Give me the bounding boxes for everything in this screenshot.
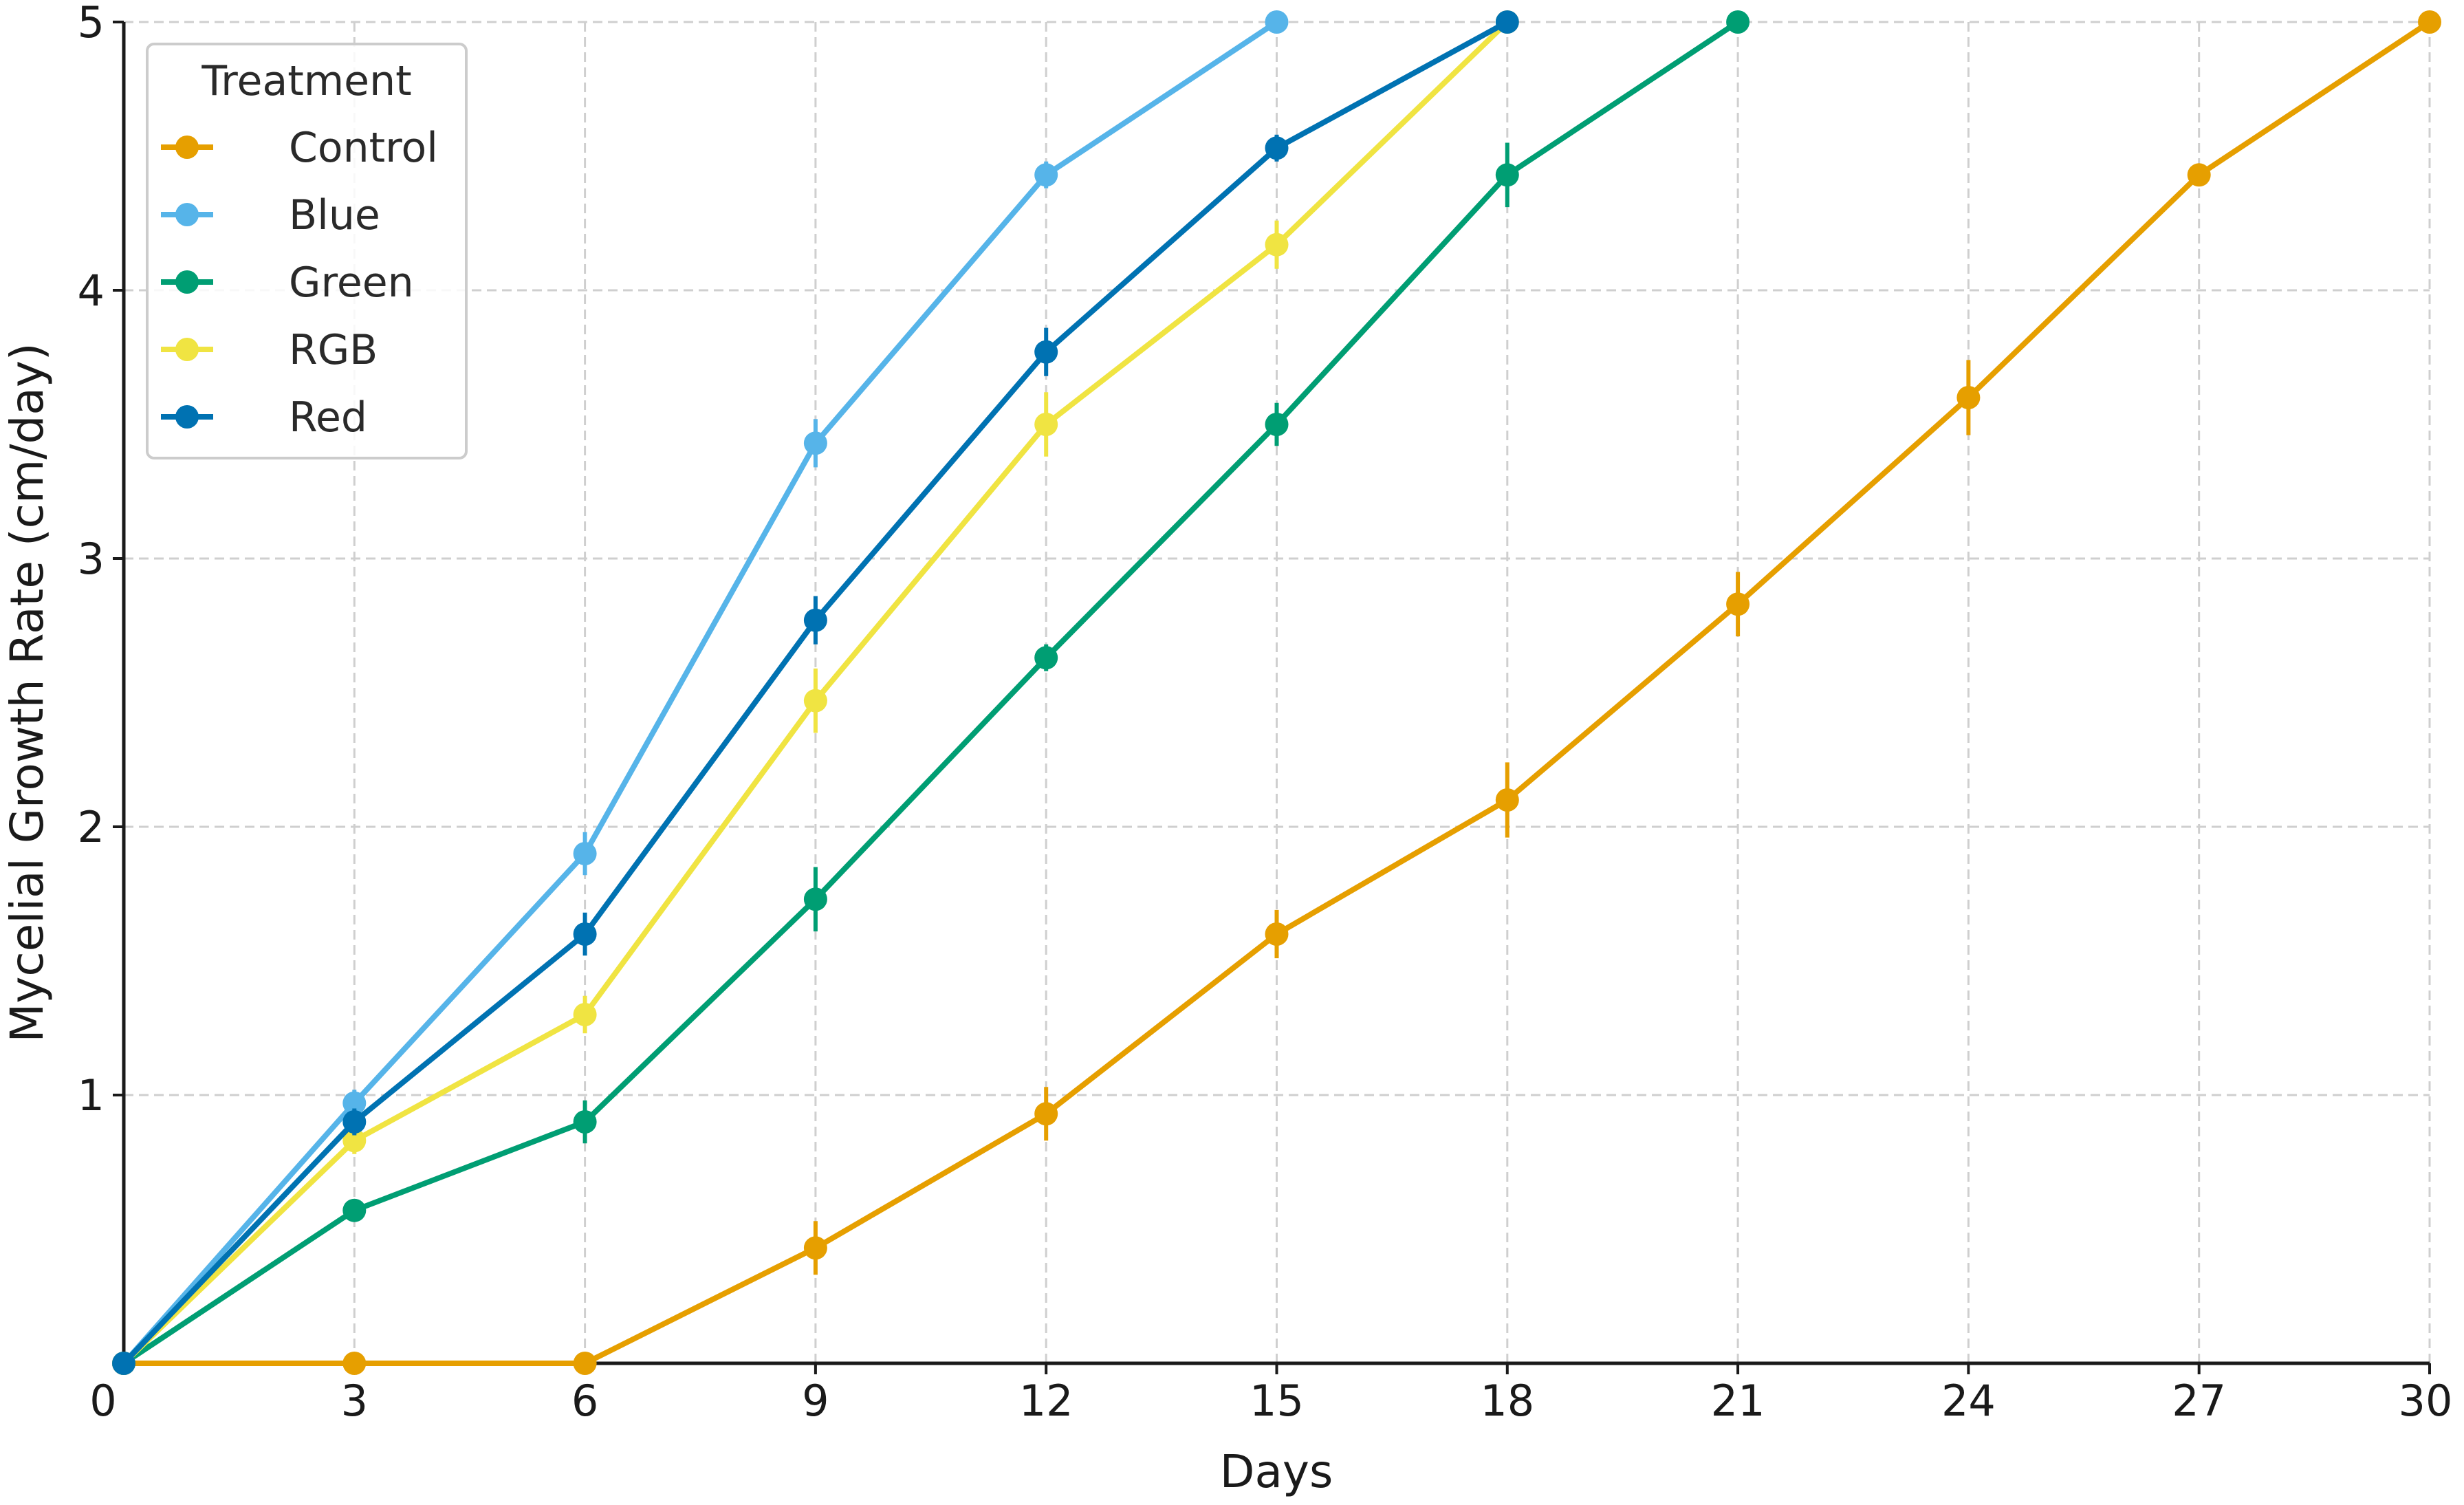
legend-label-control: Control <box>289 124 438 172</box>
data-point-blue <box>573 842 597 865</box>
x-tick-label: 27 <box>2172 1376 2226 1426</box>
legend-marker-red <box>175 405 199 429</box>
x-tick-label: 15 <box>1250 1376 1304 1426</box>
data-point-rgb <box>573 1003 597 1026</box>
data-point-control <box>1726 592 1750 616</box>
data-point-green <box>1034 646 1058 670</box>
series-line-blue <box>121 19 1280 1366</box>
data-point-green <box>1726 10 1750 34</box>
data-point-control <box>1265 922 1289 946</box>
data-point-control <box>573 1352 597 1375</box>
y-tick-label: 4 <box>78 266 105 316</box>
legend-label-green: Green <box>289 259 414 307</box>
x-tick-label: 0 <box>89 1376 116 1426</box>
y-tick-label: 5 <box>78 0 105 47</box>
data-point-red <box>112 1352 135 1375</box>
series-blue <box>112 10 1289 1375</box>
data-point-control <box>803 1236 827 1260</box>
y-tick-label: 2 <box>78 802 105 852</box>
data-point-control <box>342 1352 367 1375</box>
legend-label-red: Red <box>289 393 367 442</box>
x-axis-title: Days <box>1220 1445 1333 1498</box>
y-axis-title: Mycelial Growth Rate (cm/day) <box>1 343 54 1042</box>
data-point-green <box>803 887 827 911</box>
data-point-control <box>1956 386 1981 409</box>
legend-items: Control Blue Green RGB Red <box>161 124 438 442</box>
data-point-rgb <box>342 1129 367 1153</box>
x-tick-label: 12 <box>1019 1376 1073 1426</box>
data-point-blue <box>1265 10 1289 34</box>
legend-marker-control <box>175 136 199 159</box>
data-point-blue <box>342 1091 367 1115</box>
data-point-blue <box>1034 163 1058 187</box>
x-tick-label: 21 <box>1711 1376 1765 1426</box>
y-tick-label: 3 <box>78 534 105 584</box>
x-tick-label: 3 <box>341 1376 368 1426</box>
data-point-red <box>1034 340 1058 364</box>
data-point-blue <box>803 431 827 455</box>
data-point-red <box>1265 136 1289 160</box>
data-point-control <box>1495 788 1519 812</box>
x-tick-label: 18 <box>1480 1376 1534 1426</box>
legend-marker-blue <box>175 203 199 226</box>
data-point-control <box>2418 10 2441 34</box>
x-tick-label: 24 <box>1941 1376 1996 1426</box>
data-point-red <box>342 1110 367 1134</box>
data-point-control <box>2187 163 2211 187</box>
data-point-rgb <box>803 689 827 713</box>
data-point-green <box>573 1110 597 1134</box>
legend-marker-green <box>175 270 199 294</box>
x-tick-label: 9 <box>802 1376 829 1426</box>
data-point-red <box>1495 10 1519 34</box>
data-point-rgb <box>1265 232 1289 257</box>
series <box>112 10 2441 1375</box>
series-line-green <box>121 19 1741 1366</box>
data-point-control <box>1034 1102 1058 1126</box>
data-point-red <box>803 608 827 632</box>
legend: Treatment Control Blue Green RGB Red <box>146 43 468 459</box>
data-point-rgb <box>1034 413 1058 436</box>
data-point-red <box>573 922 597 946</box>
legend-title: Treatment <box>201 57 411 105</box>
x-tick-label: 30 <box>2399 1376 2453 1426</box>
legend-label-blue: Blue <box>289 191 380 239</box>
data-point-green <box>1495 163 1519 187</box>
legend-marker-rgb <box>175 338 199 361</box>
series-green <box>112 10 1750 1375</box>
legend-frame <box>146 43 468 459</box>
data-point-green <box>1265 413 1289 436</box>
legend-label-rgb: RGB <box>289 326 378 374</box>
series-red <box>112 10 1519 1375</box>
data-point-green <box>342 1198 367 1222</box>
y-tick-label: 1 <box>78 1070 105 1120</box>
x-tick-label: 6 <box>571 1376 598 1426</box>
